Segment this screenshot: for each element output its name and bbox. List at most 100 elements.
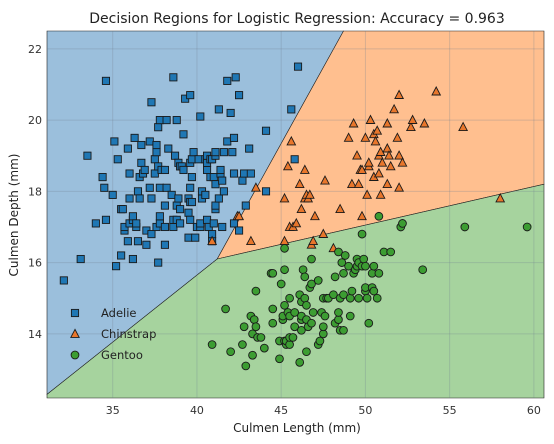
adelie-point [169, 73, 178, 82]
gentoo-point [344, 261, 353, 271]
adelie-point [226, 108, 235, 118]
chinstrap-point [318, 228, 329, 238]
adelie-point [98, 173, 107, 182]
x-tick-label: 55 [443, 404, 457, 417]
gentoo-point [268, 318, 278, 328]
adelie-point [218, 176, 227, 185]
adelie-point [228, 148, 237, 157]
adelie-point [167, 190, 176, 199]
adelie-point [140, 165, 149, 175]
y-tick-label: 18 [28, 185, 42, 198]
adelie-point [293, 62, 303, 71]
gentoo-point [372, 293, 382, 303]
chinstrap-point [335, 203, 346, 214]
adelie-point [179, 165, 188, 175]
adelie-point [147, 230, 156, 239]
chinstrap-point [458, 121, 469, 132]
adelie-point [142, 240, 151, 249]
adelie-point [229, 169, 239, 178]
adelie-point [112, 262, 121, 271]
gentoo-point [418, 265, 428, 275]
chinstrap-point [407, 114, 418, 124]
gentoo-point [239, 322, 249, 332]
x-tick-label: 40 [190, 404, 204, 417]
adelie-point [196, 112, 205, 121]
chinstrap-point [282, 160, 293, 171]
chinstrap-point [360, 132, 371, 142]
adelie-point [125, 194, 134, 203]
chinstrap-point [372, 125, 383, 135]
chinstrap-point [394, 150, 405, 160]
chinstrap-point [375, 146, 386, 156]
gentoo-point [340, 251, 350, 260]
gentoo-point [280, 265, 289, 275]
gentoo-point [207, 340, 217, 349]
gentoo-point [369, 286, 379, 296]
chinstrap-point [320, 175, 330, 185]
chinstrap-point [352, 150, 362, 160]
gentoo-point [359, 254, 369, 264]
adelie-point [238, 176, 247, 185]
gentoo-point [302, 301, 311, 310]
adelie-point [59, 276, 68, 285]
gentoo-point [241, 361, 251, 371]
adelie-point [76, 254, 85, 264]
adelie-point [130, 133, 139, 142]
adelie-point [203, 165, 212, 175]
chinstrap-point [362, 189, 373, 199]
adelie-point [132, 219, 141, 228]
adelie-point [128, 254, 137, 264]
chinstrap-point [304, 189, 315, 199]
chinstrap-point [357, 210, 367, 221]
gentoo-point [345, 311, 355, 321]
chinstrap-point [370, 135, 381, 146]
gentoo-point [275, 354, 284, 364]
gentoo-point [315, 336, 325, 346]
gentoo-point [313, 276, 323, 285]
chinstrap-point [234, 210, 245, 221]
chinstrap-point [405, 121, 416, 132]
chinstrap-point [291, 217, 302, 228]
adelie-point [152, 140, 161, 150]
adelie-point [176, 205, 185, 214]
adelie-point [145, 137, 154, 146]
chinstrap-point [495, 192, 506, 203]
gentoo-point [339, 290, 348, 300]
adelie-point [216, 165, 225, 175]
gentoo-point [374, 211, 384, 221]
adelie-point [187, 197, 196, 207]
gentoo-point [339, 268, 348, 278]
chinstrap-point [308, 235, 319, 246]
adelie-point [108, 190, 117, 199]
adelie-point [170, 151, 180, 160]
adelie-point [147, 98, 156, 107]
gentoo-point [290, 322, 300, 332]
adelie-point [219, 148, 228, 157]
chinstrap-point [357, 164, 367, 174]
gentoo-point [276, 279, 286, 289]
adelie-point [152, 148, 161, 157]
adelie-point [100, 183, 109, 192]
adelie-point [113, 155, 122, 164]
adelie-point [287, 105, 296, 114]
adelie-point [241, 201, 250, 210]
gentoo-point [251, 286, 261, 296]
grid [47, 31, 544, 398]
chinstrap-point [353, 178, 364, 189]
adelie-point [162, 116, 171, 125]
adelie-point [203, 215, 212, 224]
gentoo-point [297, 325, 306, 335]
adelie-point [83, 151, 92, 160]
legend-chinstrap-marker [70, 328, 80, 338]
gentoo-point [248, 350, 257, 360]
gentoo-point [307, 254, 316, 264]
legend-label-adelie: Adelie [101, 306, 137, 320]
gentoo-point [522, 222, 532, 232]
gentoo-point [300, 272, 310, 282]
adelie-point [133, 237, 143, 246]
adelie-point [191, 233, 200, 242]
gentoo-point [298, 265, 308, 275]
series-gentoo [207, 211, 532, 371]
adelie-point [186, 91, 195, 100]
chinstrap-point [299, 164, 310, 174]
